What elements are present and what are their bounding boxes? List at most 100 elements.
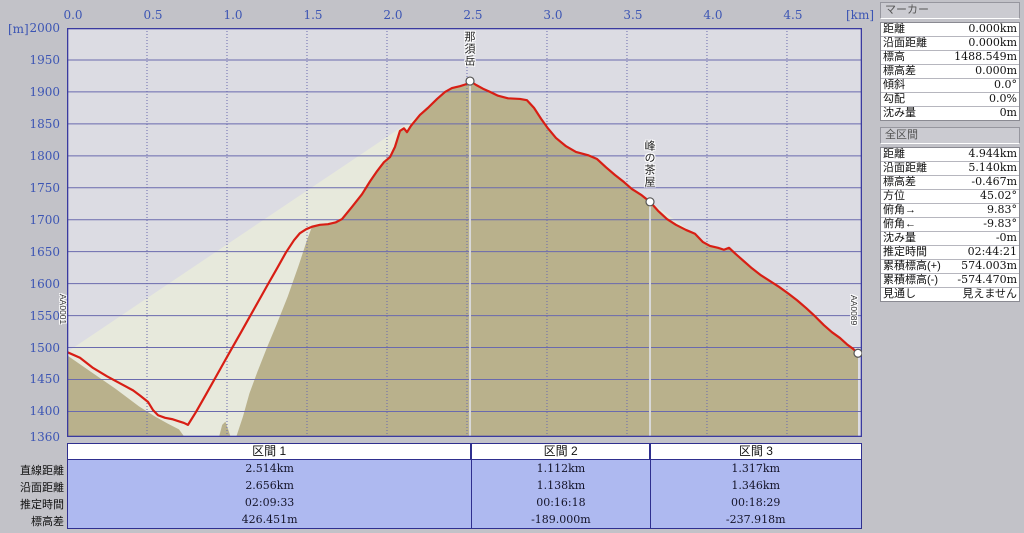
x-axis-tick: 0.5 bbox=[143, 8, 163, 22]
panel-row-label: 沈み量 bbox=[883, 232, 916, 244]
y-axis-tick: 1400 bbox=[29, 404, 60, 419]
panel-row-label: 累積標高(+) bbox=[883, 260, 941, 272]
waypoint-label: AA0089 bbox=[849, 295, 859, 326]
waypoint-label: 峰の茶屋 bbox=[643, 139, 655, 188]
panel-row-label: 方位 bbox=[883, 190, 905, 202]
x-axis-tick: 4.5 bbox=[783, 8, 803, 22]
y-axis-tick: 1950 bbox=[29, 52, 60, 67]
panel-row-label: 距離 bbox=[883, 23, 905, 35]
y-axis-tick: 1600 bbox=[29, 276, 60, 291]
section-header-cell: 区間 3 bbox=[650, 443, 862, 460]
section-headers: 区間 1 区間 2 区間 3 bbox=[67, 443, 862, 460]
panel-row-value: 見えません bbox=[962, 287, 1017, 300]
section-value-cell: 1.346km bbox=[731, 479, 780, 492]
panel-row-label: 沈み量 bbox=[883, 107, 916, 119]
y-axis-tick: 2000 bbox=[29, 21, 60, 35]
waypoint-circle-marker[interactable] bbox=[465, 76, 475, 86]
section-value-cell: 00:16:18 bbox=[536, 496, 586, 509]
section-value-cell: 426.451m bbox=[241, 513, 298, 526]
panel-row: 距離 4.944km bbox=[881, 148, 1019, 162]
section-row-label: 沿面距離 bbox=[20, 482, 64, 494]
panel-row-label: 俯角← bbox=[883, 218, 916, 230]
panel-row: 累積標高(-) -574.470m bbox=[881, 274, 1019, 288]
x-axis-tick: 1.5 bbox=[303, 8, 323, 22]
x-axis-tick: 2.5 bbox=[463, 8, 483, 22]
section-value-cell: 02:09:33 bbox=[244, 496, 295, 509]
panel-row-value: -0m bbox=[995, 231, 1017, 244]
y-axis-tick: 1700 bbox=[29, 212, 60, 227]
x-axis-tick: 4.0 bbox=[703, 8, 723, 22]
section-header-cell: 区間 2 bbox=[471, 443, 651, 460]
panel-row-value: 4.944km bbox=[968, 147, 1017, 160]
section-row-label: 標高差 bbox=[31, 516, 64, 528]
panel-row-value: 0.0° bbox=[994, 78, 1017, 91]
panel-row-label: 推定時間 bbox=[883, 246, 927, 258]
panel-row-value: 02:44:21 bbox=[967, 245, 1017, 258]
panel-row: 標高 1488.549m bbox=[881, 51, 1019, 65]
panel-row: 見通し 見えません bbox=[881, 288, 1019, 301]
section-summary-table: 区間 1 区間 2 区間 3 2.514km 2.656km 02:09:33 426.4… bbox=[67, 443, 862, 529]
panel-row: 方位 45.02° bbox=[881, 190, 1019, 204]
panel-row-label: 傾斜 bbox=[883, 79, 905, 91]
x-axis-tick: 3.0 bbox=[543, 8, 563, 22]
total-panel-table: 距離 4.944km 沿面距離 5.140km 標高差 -0.467m 方位 45.02° 俯角… bbox=[880, 147, 1020, 302]
panel-row-value: 0.000km bbox=[968, 22, 1017, 35]
panel-row-label: 俯角→ bbox=[883, 204, 916, 216]
panel-row-value: 9.83° bbox=[987, 203, 1017, 216]
x-axis-tick: 3.5 bbox=[623, 8, 643, 22]
section-value-column: 1.112km 1.138km 00:16:18 -189.000m bbox=[471, 460, 649, 528]
section-row-label: 直線距離 bbox=[20, 465, 64, 477]
y-axis-tick: 1500 bbox=[29, 340, 60, 355]
section-value-column: 1.317km 1.346km 00:18:29 -237.918m bbox=[649, 460, 861, 528]
panel-row-label: 標高 bbox=[883, 51, 905, 63]
panel-row: 沈み量 -0m bbox=[881, 232, 1019, 246]
section-row-label: 推定時間 bbox=[20, 499, 64, 511]
panel-row-value: -574.470m bbox=[957, 273, 1017, 286]
panel-row-value: -9.83° bbox=[983, 217, 1017, 230]
section-value-cell: -189.000m bbox=[531, 513, 591, 526]
section-value-cell: 2.656km bbox=[245, 479, 294, 492]
section-header-cell: 区間 1 bbox=[67, 443, 472, 460]
section-value-cell: 00:18:29 bbox=[731, 496, 781, 509]
section-value-cell: 1.317km bbox=[731, 462, 780, 475]
panel-row-value: 0.0% bbox=[989, 92, 1017, 105]
panel-row: 距離 0.000km bbox=[881, 23, 1019, 37]
panel-row-value: 574.003m bbox=[961, 259, 1017, 272]
panel-row-value: 5.140km bbox=[968, 161, 1017, 174]
panel-row: 傾斜 0.0° bbox=[881, 79, 1019, 93]
waypoint-circle-marker[interactable] bbox=[645, 197, 655, 207]
x-axis-tick: 2.0 bbox=[383, 8, 403, 22]
panel-row-value: 0.000m bbox=[975, 64, 1017, 77]
waypoint-label: AA0001 bbox=[58, 294, 68, 325]
elevation-profile-canvas[interactable] bbox=[67, 28, 862, 437]
y-axis-tick: 1900 bbox=[29, 84, 60, 99]
panel-row: 勾配 0.0% bbox=[881, 93, 1019, 107]
panel-row: 累積標高(+) 574.003m bbox=[881, 260, 1019, 274]
x-axis-tick: 1.0 bbox=[223, 8, 243, 22]
panel-row-value: -0.467m bbox=[971, 175, 1017, 188]
y-axis-tick: 1450 bbox=[29, 372, 60, 387]
y-axis-tick: 1650 bbox=[29, 244, 60, 259]
panel-row-label: 見通し bbox=[883, 288, 916, 300]
section-value-cell: -237.918m bbox=[725, 513, 786, 526]
panel-row: 沿面距離 0.000km bbox=[881, 37, 1019, 51]
panel-row-label: 勾配 bbox=[883, 93, 905, 105]
panel-row-label: 距離 bbox=[883, 148, 905, 160]
marker-panel-header: マーカー bbox=[880, 2, 1020, 19]
x-axis-unit-label: [km] bbox=[846, 8, 875, 22]
waypoint-circle-marker[interactable] bbox=[853, 348, 862, 358]
panel-row-label: 標高差 bbox=[883, 176, 916, 188]
y-axis-tick: 1360 bbox=[29, 430, 60, 444]
y-axis-tick: 1800 bbox=[29, 148, 60, 163]
y-axis-tick: 1550 bbox=[29, 308, 60, 323]
panel-row: 沿面距離 5.140km bbox=[881, 162, 1019, 176]
elevation-profile-chart[interactable]: AA0001 那須岳峰の茶屋 AA0089 bbox=[58, 28, 862, 437]
total-panel-header: 全区間 bbox=[880, 127, 1020, 144]
panel-row-label: 沿面距離 bbox=[883, 162, 927, 174]
panel-row: 沈み量 0m bbox=[881, 107, 1019, 120]
marker-panel-table: 距離 0.000km 沿面距離 0.000km 標高 1488.549m 標高差 0.000m… bbox=[880, 22, 1020, 121]
x-axis-tick: 0.0 bbox=[63, 8, 83, 22]
waypoint-label: 那須岳 bbox=[463, 31, 476, 68]
section-value-cell: 2.514km bbox=[245, 462, 294, 475]
